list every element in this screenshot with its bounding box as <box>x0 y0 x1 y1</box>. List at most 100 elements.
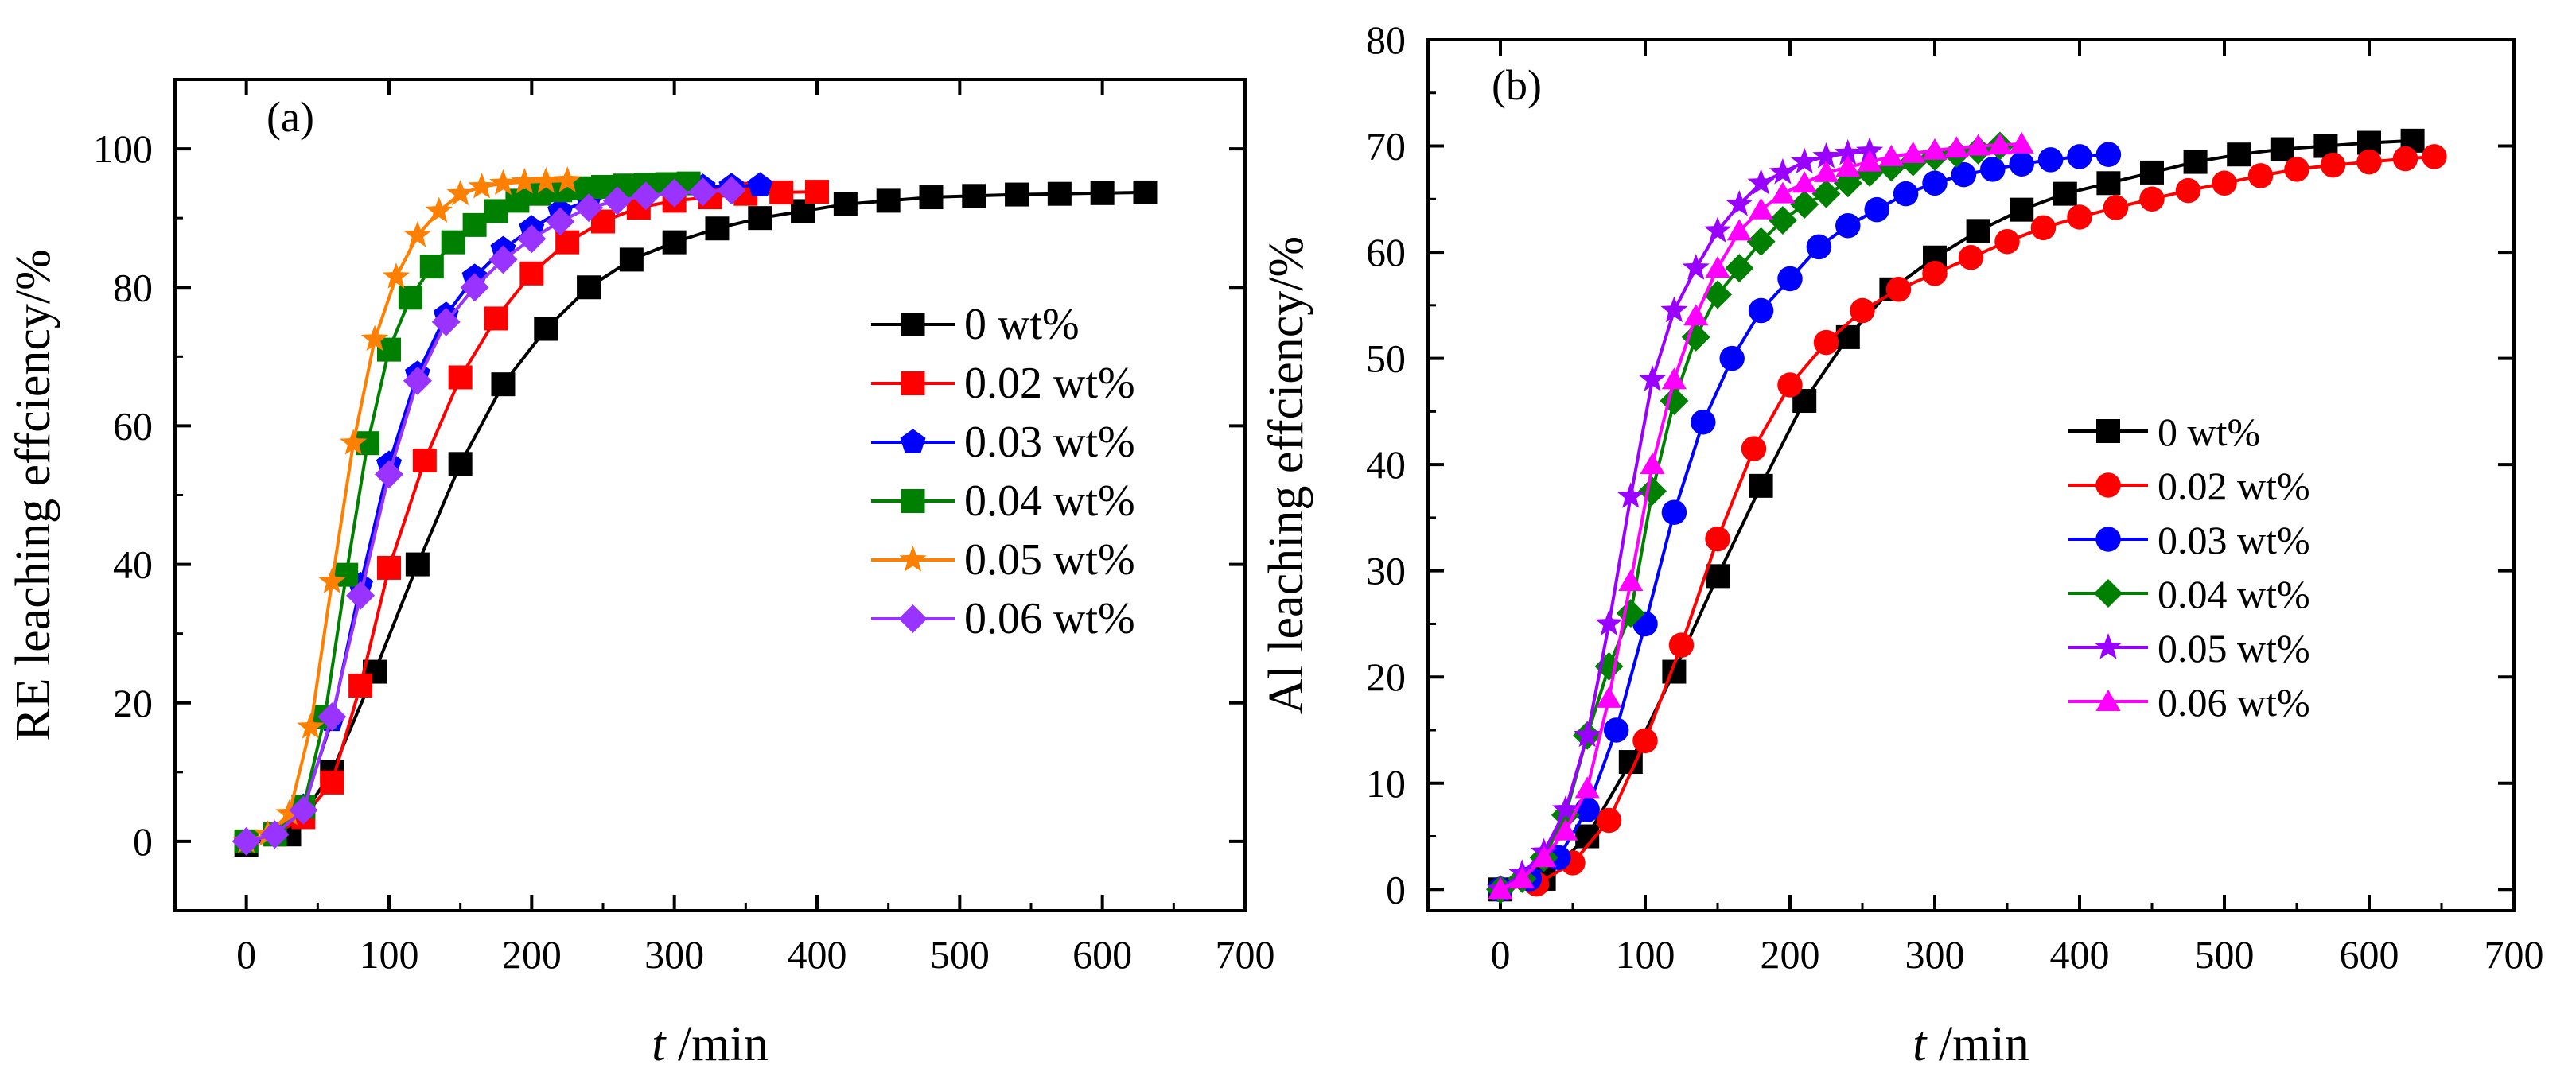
data-point <box>534 317 558 341</box>
data-point <box>577 275 601 300</box>
x-tick-label: 100 <box>360 932 419 977</box>
x-tick-label: 0 <box>1491 932 1511 977</box>
series-0-wt- <box>234 180 1158 857</box>
chart-panel-a: 0 100 200 300 400 500 600 700 0 20 40 60 80 100 t /min… <box>6 78 1275 1071</box>
data-point <box>1574 776 1600 799</box>
x-tick-label: 400 <box>2050 932 2110 977</box>
data-point <box>962 184 986 208</box>
data-point <box>2096 171 2121 196</box>
data-point <box>1705 256 1730 278</box>
y-tick-label: 20 <box>1366 655 1406 699</box>
data-point <box>1811 179 1841 208</box>
data-point <box>2422 144 2447 169</box>
x-tick-label: 600 <box>2340 932 2399 977</box>
data-point <box>554 166 582 192</box>
data-point <box>1922 261 1948 286</box>
data-point <box>1768 206 1797 235</box>
x-tick-label: 500 <box>930 932 990 977</box>
series-0-02-wt- <box>1488 144 2447 903</box>
legend-marker <box>2095 527 2121 552</box>
y-tick-label: 40 <box>113 542 153 587</box>
data-point <box>1603 717 1629 743</box>
x-tick-label: 200 <box>1761 932 1820 977</box>
legend-item: 0.03 wt% <box>871 418 1135 467</box>
data-point <box>484 199 508 223</box>
x-tick-label: 600 <box>1072 932 1132 977</box>
data-point <box>1769 157 1796 185</box>
legend-label: 0.03 wt% <box>2158 518 2310 562</box>
data-point <box>446 179 474 206</box>
data-point <box>1596 686 1622 708</box>
data-point <box>1660 296 1688 323</box>
data-point <box>2067 144 2092 169</box>
data-point <box>1777 372 1803 398</box>
data-point <box>532 167 560 193</box>
data-point <box>232 826 261 856</box>
data-point <box>1691 409 1716 435</box>
y-tick-label: 20 <box>113 681 153 725</box>
data-point <box>382 262 411 289</box>
y-tick-label: 100 <box>93 126 153 171</box>
data-point <box>519 261 544 286</box>
x-tick-label: 700 <box>1216 932 1275 977</box>
data-point <box>1994 228 2020 255</box>
legend-item: 0.03 wt% <box>2068 518 2310 562</box>
data-point <box>2009 131 2034 154</box>
data-point <box>491 372 516 397</box>
y-tick-label: 80 <box>1366 17 1406 62</box>
data-point <box>1966 219 1990 243</box>
y-axis-ticks: 0 20 40 60 80 100 <box>93 126 1245 864</box>
x-tick-label: 500 <box>2195 932 2255 977</box>
data-point <box>398 286 422 310</box>
data-point <box>1595 609 1623 635</box>
x-axis-ticks: 0 100 200 300 400 500 600 700 <box>236 80 1275 977</box>
series-line <box>1499 150 1870 891</box>
data-point <box>876 188 901 213</box>
data-point <box>660 178 689 208</box>
data-point <box>1980 157 2006 182</box>
data-point <box>1725 254 1754 283</box>
legend-item: 0.06 wt% <box>871 594 1135 643</box>
legend-marker <box>901 489 925 513</box>
data-point <box>1668 632 1695 658</box>
x-axis-title: t /min <box>652 1017 768 1071</box>
data-point <box>1901 141 1926 163</box>
data-point <box>1922 138 1948 160</box>
data-point <box>1770 181 1796 204</box>
data-point <box>412 448 437 472</box>
data-point <box>833 192 858 216</box>
series-line <box>1500 153 2109 892</box>
data-point <box>748 206 772 231</box>
legend-item: 0.04 wt% <box>2068 572 2310 616</box>
data-point <box>2320 152 2346 178</box>
y-axis-ticks: 0 10 20 30 40 50 60 70 80 <box>1366 17 2514 911</box>
data-point <box>1746 227 1776 256</box>
series-line <box>246 190 818 843</box>
data-point <box>2247 163 2274 188</box>
data-point <box>297 713 325 739</box>
x-axis-title: t /min <box>1913 1017 2029 1071</box>
x-tick-label: 700 <box>2485 932 2544 977</box>
data-point <box>448 452 473 476</box>
data-point <box>1682 254 1710 280</box>
data-point <box>1719 345 1745 371</box>
data-point <box>2140 160 2164 185</box>
data-point <box>631 181 660 211</box>
data-point <box>1703 216 1732 243</box>
legend-marker <box>898 604 928 633</box>
legend-item: 0.05 wt% <box>2068 626 2310 670</box>
data-point <box>484 306 508 331</box>
data-point <box>348 673 373 698</box>
legend-label: 0.03 wt% <box>964 418 1135 467</box>
legend-label: 0 wt% <box>2158 410 2260 454</box>
y-tick-label: 80 <box>113 265 153 309</box>
legend-marker <box>2094 579 2123 608</box>
data-point <box>1749 197 1774 220</box>
data-point <box>2212 170 2237 196</box>
data-point <box>1944 136 1969 158</box>
data-point <box>1574 797 1600 822</box>
legend-label: 0.06 wt% <box>2158 680 2310 725</box>
legend-marker <box>2095 472 2121 498</box>
data-point <box>2009 151 2034 177</box>
y-tick-label: 30 <box>1366 549 1406 593</box>
